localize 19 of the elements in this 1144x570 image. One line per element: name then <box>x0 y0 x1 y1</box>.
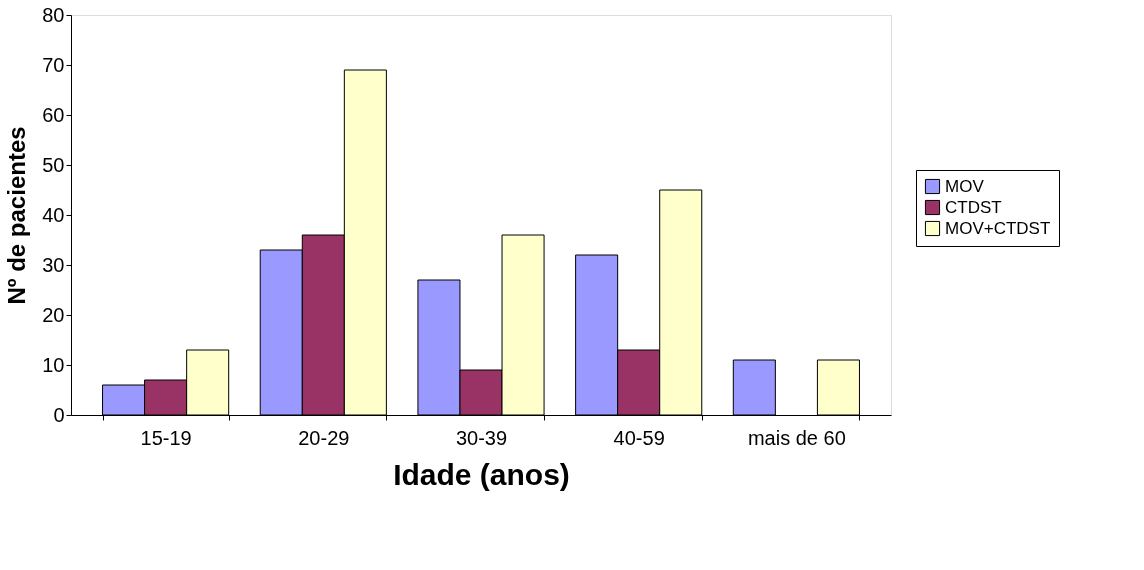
legend-label: MOV+CTDST <box>945 218 1051 238</box>
x-axis-title: Idade (anos) <box>393 457 570 491</box>
y-tick-label: 80 <box>42 3 65 26</box>
y-tick-label: 10 <box>42 353 65 376</box>
y-axis-title: Nº de pacientes <box>3 126 31 305</box>
y-tick-label: 30 <box>42 253 65 276</box>
x-tick-label: mais de 60 <box>747 426 846 449</box>
x-tick-label: 40-59 <box>613 426 665 449</box>
y-tick-label: 70 <box>42 53 65 76</box>
y-tick-label: 60 <box>42 103 65 126</box>
legend-label: CTDST <box>945 197 1002 217</box>
y-tick-label: 50 <box>42 153 65 176</box>
x-tick-label: 15-19 <box>140 426 192 449</box>
y-tick-label: 0 <box>53 403 65 426</box>
y-tick-label: 20 <box>42 303 65 326</box>
x-tick-label: 30-39 <box>455 426 508 449</box>
x-tick-label: 20-29 <box>298 426 350 449</box>
legend-label: MOV <box>945 176 985 196</box>
y-tick-label: 40 <box>42 203 65 226</box>
